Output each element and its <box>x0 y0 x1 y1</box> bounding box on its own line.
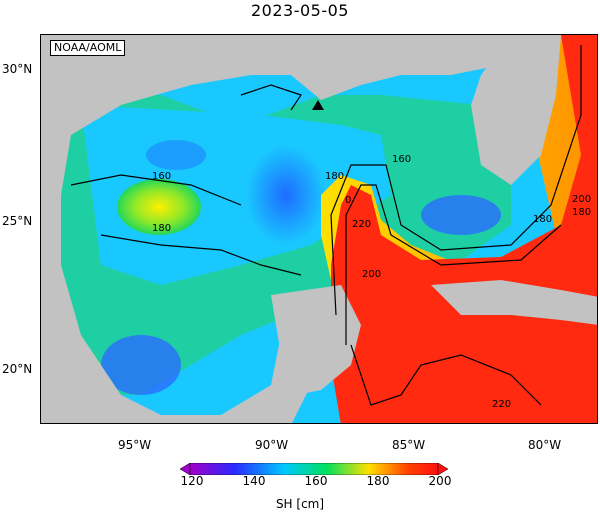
lon-label-85w: 85°W <box>392 438 426 452</box>
contour-label: 200 <box>362 269 382 280</box>
low-east <box>421 195 501 235</box>
contour-160-west <box>70 174 242 206</box>
land-florida <box>471 35 561 185</box>
contour-label: 220 <box>492 399 512 410</box>
contour-loop-inner <box>345 184 562 345</box>
lat-label-30n: 30°N <box>2 62 33 76</box>
colorbar-tick: 160 <box>304 474 328 488</box>
low-south <box>101 335 181 395</box>
lon-label-95w: 95°W <box>118 438 152 452</box>
contour-label: 180 <box>572 207 592 218</box>
lat-label-20n: 20°N <box>2 362 33 376</box>
map-title: 2023-05-05 <box>251 1 349 20</box>
sea-height-map <box>40 34 598 424</box>
contour-caribbean <box>350 344 542 406</box>
land-cuba <box>431 280 597 325</box>
station-marker-icon <box>312 100 324 110</box>
contour-label: 180 <box>152 223 172 234</box>
contour-label: 0 <box>345 195 352 206</box>
colorbar-title: SH [cm] <box>275 497 325 511</box>
colorbar-tick: 200 <box>428 474 452 488</box>
contour-label: 200 <box>572 194 592 205</box>
warm-eddy-west <box>117 179 201 235</box>
contour-label: 220 <box>352 219 372 230</box>
contour-label: 180 <box>325 171 345 182</box>
colorbar-tick: 140 <box>242 474 266 488</box>
loop-current-core <box>331 35 597 423</box>
colorbar-tick: 120 <box>180 474 204 488</box>
land-yucatan <box>271 285 361 395</box>
contour-label: 160 <box>392 154 412 165</box>
lat-label-25n: 25°N <box>2 214 33 228</box>
credit-label: NOAA/AOML <box>50 40 126 56</box>
lon-label-90w: 90°W <box>255 438 289 452</box>
contour-180-west <box>100 234 302 276</box>
colorbar-tick: 180 <box>366 474 390 488</box>
low-central <box>246 145 326 245</box>
contour-loop-outer <box>330 45 582 316</box>
contour-north <box>240 84 302 111</box>
lon-label-80w: 80°W <box>528 438 562 452</box>
contour-label: 180 <box>533 214 553 225</box>
colorbar <box>179 460 449 476</box>
low-nw <box>146 140 206 170</box>
contour-label: 160 <box>152 171 172 182</box>
